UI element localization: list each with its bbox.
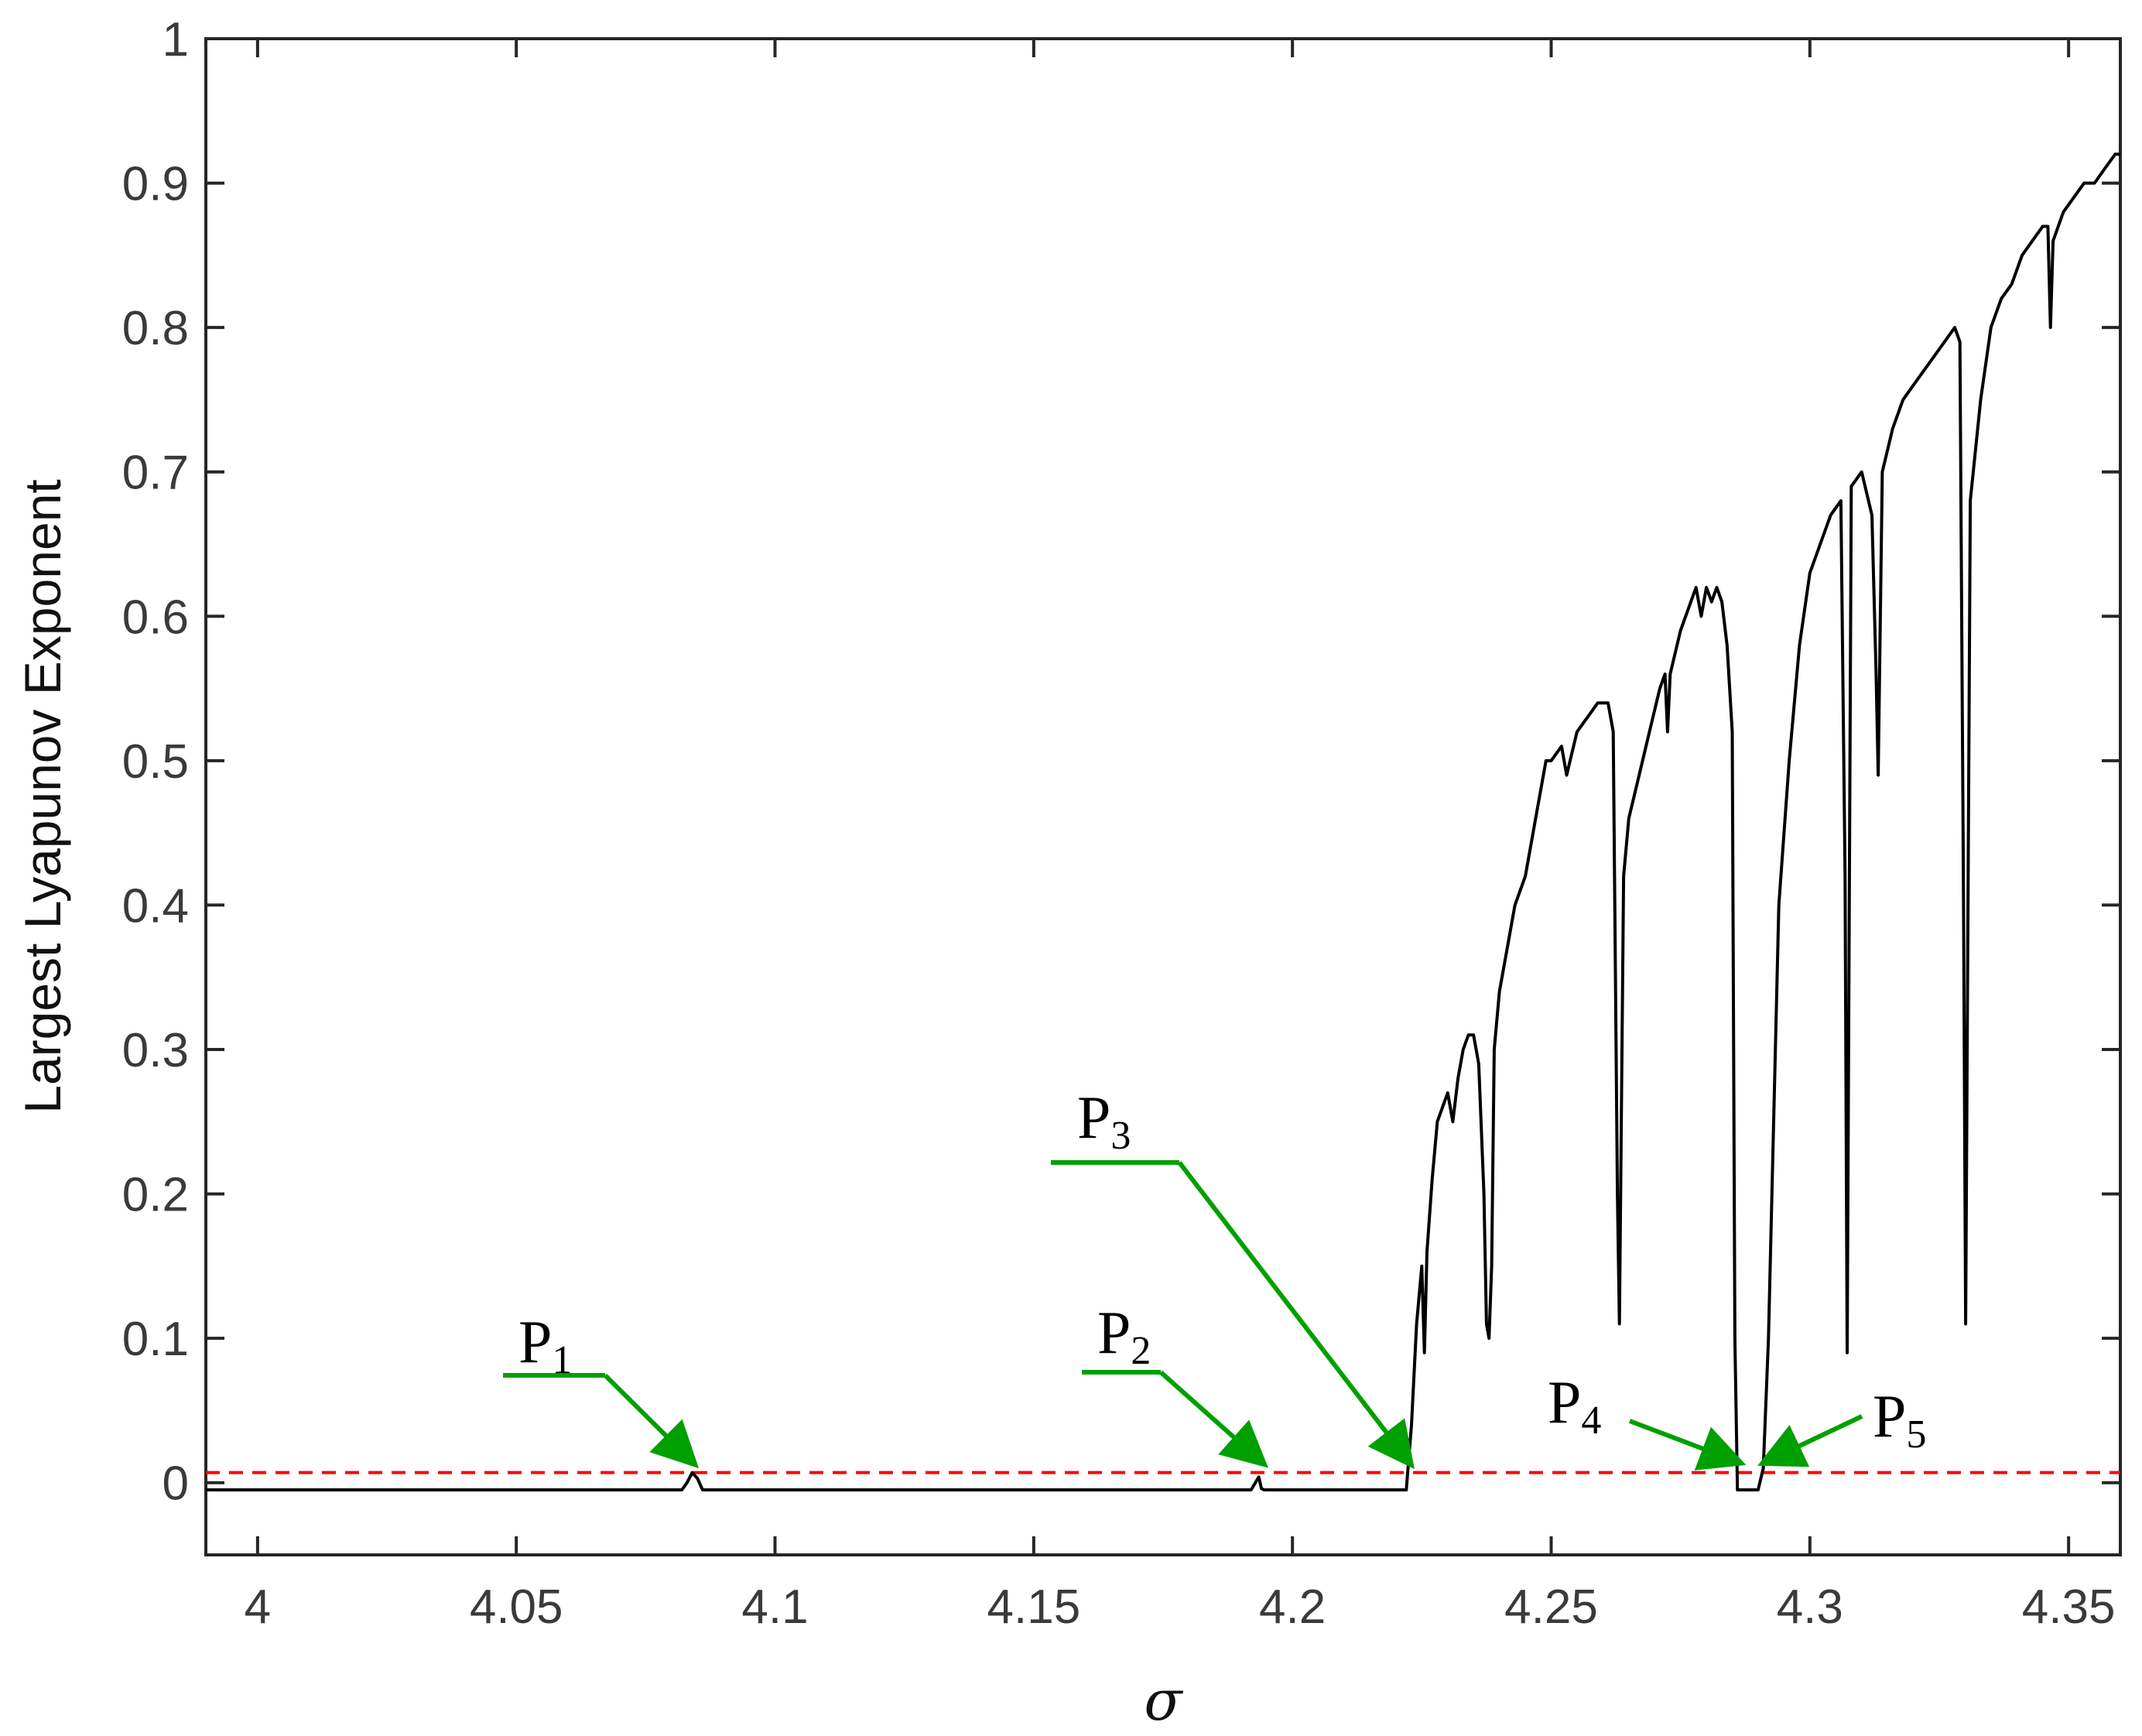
x-tick-label: 4.05 <box>470 1580 563 1634</box>
x-tick-label: 4.15 <box>987 1580 1081 1634</box>
annotation-letter: P <box>1097 1299 1131 1366</box>
annotation-label: P2 <box>1097 1299 1151 1373</box>
annotation-label: P4 <box>1548 1368 1601 1443</box>
annotation-label: P3 <box>1077 1084 1131 1158</box>
annotation-subscript: 5 <box>1906 1412 1926 1457</box>
y-axis-label: Largest Lyapunov Exponent <box>14 479 71 1114</box>
plot-frame <box>204 37 2122 1556</box>
y-tick-label: 0.5 <box>122 735 189 789</box>
x-axis-label: σ <box>1144 1668 1183 1733</box>
annotation-arrow <box>1159 1370 1269 1468</box>
annotation-p5: P5 <box>1757 1382 1926 1467</box>
y-tick-label: 0.6 <box>122 591 189 644</box>
y-tick-label: 0.3 <box>122 1024 189 1077</box>
y-tick-label: 0.7 <box>122 447 189 500</box>
annotation-letter: P <box>1873 1382 1906 1450</box>
annotation-subscript: 1 <box>552 1338 572 1382</box>
annotation-arrow <box>603 1373 700 1469</box>
y-axis-ticks: 0 0.1 0.2 0.3 0.4 0.5 0.6 0.7 0.8 0.9 1 <box>122 13 2120 1511</box>
y-tick-label: 0.9 <box>122 158 189 211</box>
annotation-subscript: 3 <box>1110 1114 1131 1158</box>
annotation-p2: P2 <box>1082 1299 1269 1468</box>
y-tick-label: 1 <box>163 13 189 67</box>
annotation-label: P1 <box>518 1308 572 1382</box>
annotation-letter: P <box>518 1308 552 1375</box>
annotation-p3: P3 <box>1051 1084 1415 1470</box>
y-tick-label: 0.1 <box>122 1313 189 1366</box>
annotation-arrow <box>1757 1414 1863 1467</box>
annotation-letter: P <box>1077 1084 1110 1151</box>
annotation-subscript: 4 <box>1581 1399 1601 1443</box>
annotation-p1: P1 <box>503 1308 700 1469</box>
x-tick-label: 4.35 <box>2022 1580 2116 1634</box>
x-tick-label: 4.25 <box>1504 1580 1598 1634</box>
y-tick-label: 0.4 <box>122 879 189 933</box>
x-tick-label: 4 <box>245 1580 271 1634</box>
y-tick-label: 0 <box>163 1457 189 1511</box>
annotation-subscript: 2 <box>1131 1329 1151 1373</box>
annotation-arrow <box>1177 1161 1415 1470</box>
annotation-label: P5 <box>1873 1382 1926 1457</box>
x-tick-label: 4.3 <box>1777 1580 1843 1634</box>
lyapunov-series-line <box>206 152 2120 1491</box>
annotation-letter: P <box>1548 1368 1581 1436</box>
x-axis-ticks: 4 4.05 4.1 4.15 4.2 4.25 4.3 4.35 <box>245 39 2116 1634</box>
x-tick-label: 4.2 <box>1259 1580 1326 1634</box>
y-tick-label: 0.8 <box>122 302 189 355</box>
annotation-arrow <box>1628 1419 1747 1471</box>
y-tick-label: 0.2 <box>122 1169 189 1222</box>
x-tick-label: 4.1 <box>741 1580 808 1634</box>
annotation-p4: P4 <box>1548 1368 1747 1471</box>
